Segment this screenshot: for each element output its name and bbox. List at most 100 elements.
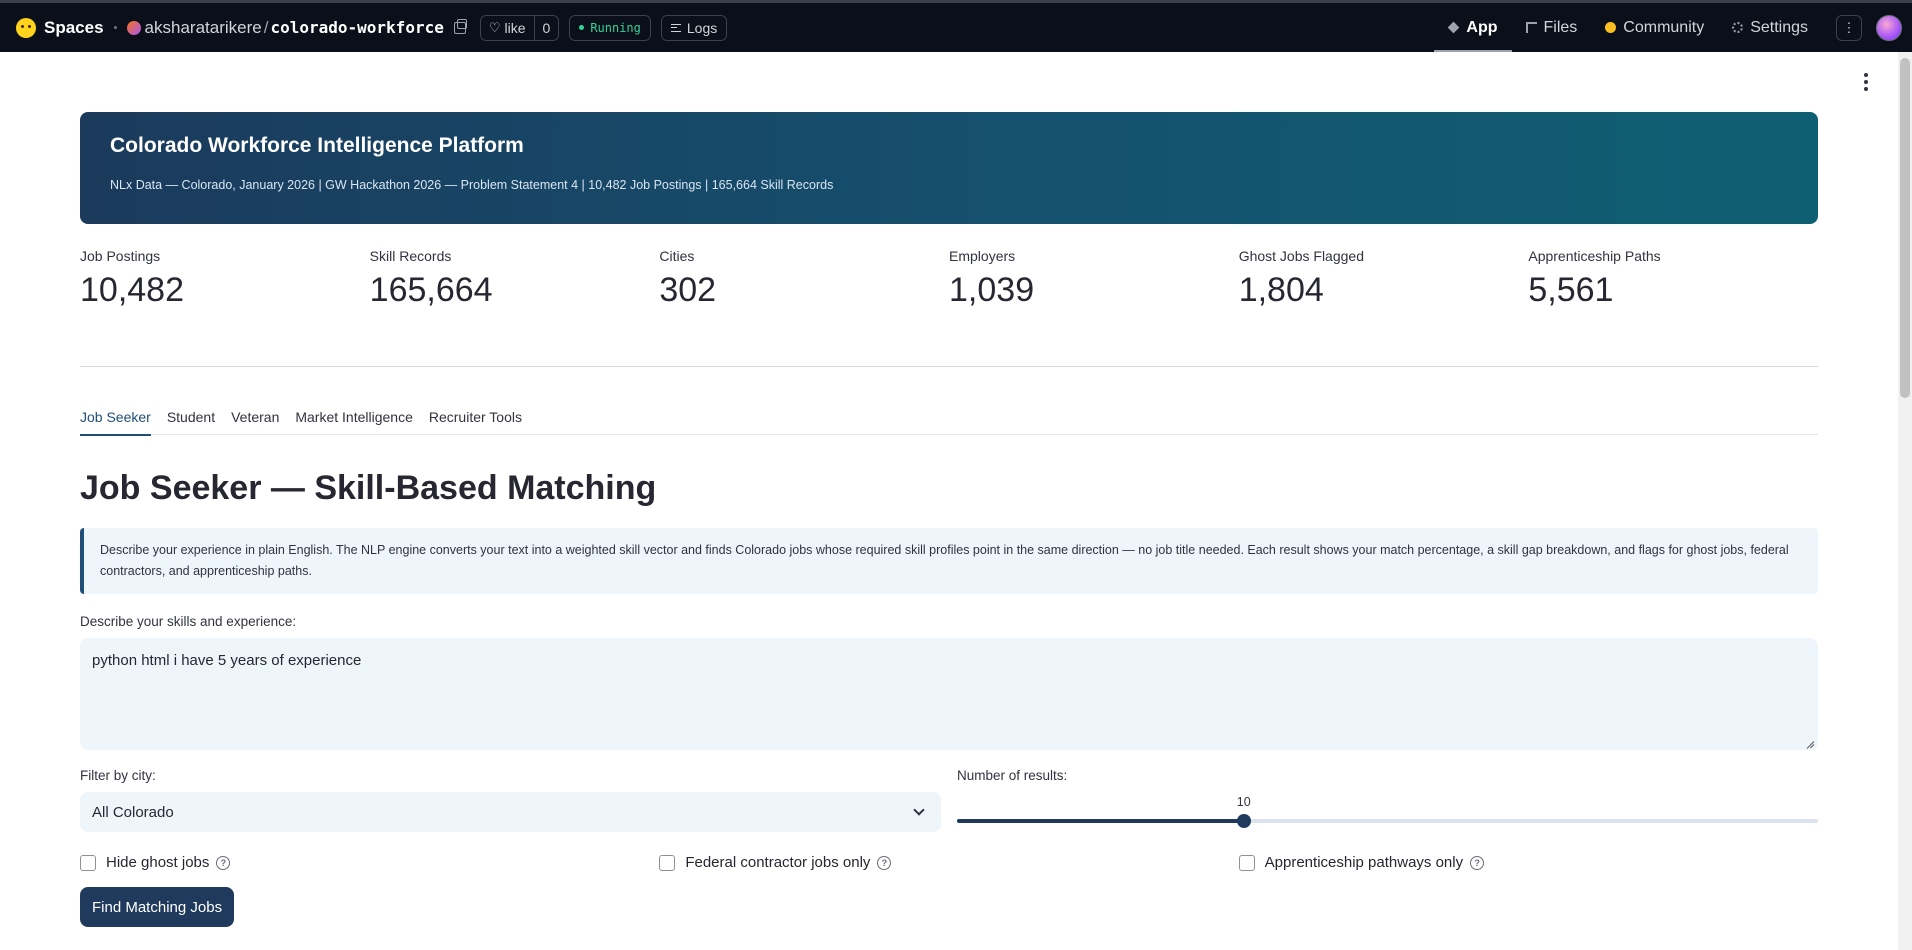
separator-dot [113, 26, 117, 29]
chevron-down-icon [913, 804, 925, 816]
status-badge[interactable]: Running [569, 14, 651, 41]
stat-value: 302 [659, 271, 717, 309]
results-label: Number of results: [957, 768, 1068, 783]
stat-label: Employers [949, 248, 1016, 264]
owner-link[interactable]: aksharatarikere [144, 17, 262, 37]
stat-employers: Employers 1,039 [949, 248, 1239, 310]
tab-community-label: Community [1623, 18, 1705, 36]
stat-label: Job Postings [80, 248, 161, 264]
stat-ghost-jobs: Ghost Jobs Flagged 1,804 [1239, 248, 1529, 310]
hf-topbar: Spaces aksharatarikere / colorado-workfo… [0, 0, 1912, 52]
checkbox-label[interactable]: Hide ghost jobs [106, 854, 210, 871]
stat-job-postings: Job Postings 10,482 [80, 248, 370, 310]
user-avatar[interactable] [1876, 14, 1902, 41]
skills-textarea[interactable]: python html i have 5 years of experience [80, 638, 1818, 750]
like-label: like [504, 19, 526, 36]
stat-skill-records: Skill Records 165,664 [370, 248, 660, 310]
stat-value: 165,664 [369, 271, 493, 309]
status-dot-icon [579, 25, 585, 30]
huggingface-logo-icon[interactable] [16, 17, 36, 38]
kebab-dot-icon [1864, 73, 1868, 77]
stat-label: Skill Records [369, 248, 452, 264]
slider-thumb[interactable] [1236, 814, 1251, 828]
kebab-dot-icon [1864, 87, 1868, 91]
checkbox-box[interactable] [1238, 854, 1255, 871]
results-slider-group: Number of results: 10 [957, 768, 1818, 832]
hero-subtitle: NLx Data — Colorado, January 2026 | GW H… [110, 178, 834, 192]
page-scrollbar[interactable] [1898, 52, 1912, 950]
checkbox-label[interactable]: Apprenticeship pathways only [1264, 854, 1464, 871]
hide-ghost-jobs-checkbox[interactable]: Hide ghost jobs ? [80, 854, 659, 871]
scrollbar-thumb[interactable] [1900, 58, 1910, 398]
apprenticeship-checkbox[interactable]: Apprenticeship pathways only ? [1238, 854, 1818, 871]
hero-title: Colorado Workforce Intelligence Platform [110, 134, 524, 157]
tab-settings-label: Settings [1750, 18, 1808, 36]
logs-label: Logs [686, 19, 718, 36]
stat-value: 10,482 [80, 271, 184, 309]
tab-bar: Job Seeker Student Veteran Market Intell… [80, 409, 1818, 436]
app-menu-button[interactable] [1858, 70, 1874, 94]
more-options-button[interactable]: ⋮ [1836, 14, 1862, 41]
tab-files[interactable]: Files [1512, 3, 1592, 52]
stat-label: Apprenticeship Paths [1528, 248, 1661, 264]
tab-app-label: App [1466, 18, 1498, 36]
stat-cities: Cities 302 [659, 248, 949, 310]
heart-icon: ♡ [488, 19, 501, 35]
tab-job-seeker[interactable]: Job Seeker [80, 409, 151, 436]
info-callout: Describe your experience in plain Englis… [80, 528, 1818, 594]
stat-label: Cities [659, 248, 695, 264]
stat-value: 1,039 [949, 271, 1035, 309]
path-separator: / [263, 17, 269, 37]
stat-label: Ghost Jobs Flagged [1238, 248, 1364, 264]
owner-avatar-icon [126, 20, 141, 35]
repo-name[interactable]: colorado-workforce [270, 18, 444, 37]
tab-recruiter-tools[interactable]: Recruiter Tools [428, 409, 522, 425]
status-text: Running [590, 20, 641, 35]
resize-handle-icon[interactable] [1804, 736, 1814, 746]
results-slider[interactable]: 10 [957, 783, 1818, 831]
skills-text: python html i have 5 years of experience [92, 652, 362, 669]
app-cube-icon [1448, 21, 1460, 34]
stat-value: 1,804 [1238, 271, 1324, 309]
tab-veteran[interactable]: Veteran [231, 409, 280, 425]
tab-community[interactable]: Community [1591, 3, 1718, 52]
app-main: Colorado Workforce Intelligence Platform… [80, 112, 1818, 927]
stat-value: 5,561 [1528, 271, 1614, 309]
copy-icon[interactable] [453, 18, 467, 34]
checkbox-box[interactable] [659, 854, 676, 871]
city-select[interactable]: All Colorado [80, 792, 941, 832]
help-icon[interactable]: ? [216, 855, 231, 870]
skills-label: Describe your skills and experience: [80, 614, 297, 629]
filters-row: Filter by city: All Colorado Number of r… [80, 768, 1818, 832]
checkbox-row: Hide ghost jobs ? Federal contractor job… [80, 854, 1818, 871]
tab-app[interactable]: App [1434, 3, 1512, 52]
federal-contractor-checkbox[interactable]: Federal contractor jobs only ? [659, 854, 1238, 871]
city-selected-value: All Colorado [92, 803, 174, 821]
stat-apprenticeship-paths: Apprenticeship Paths 5,561 [1528, 248, 1818, 310]
tab-student[interactable]: Student [166, 409, 216, 425]
community-icon [1605, 22, 1617, 33]
spaces-link[interactable]: Spaces [44, 17, 104, 37]
gear-icon [1732, 22, 1744, 33]
hero-banner: Colorado Workforce Intelligence Platform… [80, 112, 1818, 224]
kebab-dot-icon [1864, 80, 1868, 84]
like-button[interactable]: ♡ like 0 [479, 14, 560, 41]
checkbox-label[interactable]: Federal contractor jobs only [685, 854, 871, 871]
help-icon[interactable]: ? [1470, 855, 1485, 870]
tab-settings[interactable]: Settings [1718, 3, 1822, 52]
tab-market-intelligence[interactable]: Market Intelligence [295, 409, 413, 425]
section-divider [80, 366, 1818, 367]
logs-icon [670, 23, 681, 32]
like-count: 0 [533, 15, 559, 40]
slider-fill [957, 819, 1244, 823]
checkbox-box[interactable] [80, 854, 96, 871]
city-filter-group: Filter by city: All Colorado [80, 768, 941, 832]
logs-button[interactable]: Logs [660, 14, 728, 41]
page-title: Job Seeker — Skill-Based Matching [80, 469, 657, 507]
tab-files-label: Files [1543, 18, 1578, 36]
find-matching-jobs-button[interactable]: Find Matching Jobs [80, 887, 235, 927]
stats-row: Job Postings 10,482 Skill Records 165,66… [80, 248, 1818, 310]
help-icon[interactable]: ? [877, 855, 892, 870]
files-icon [1525, 22, 1537, 33]
slider-track[interactable] [957, 814, 1818, 828]
